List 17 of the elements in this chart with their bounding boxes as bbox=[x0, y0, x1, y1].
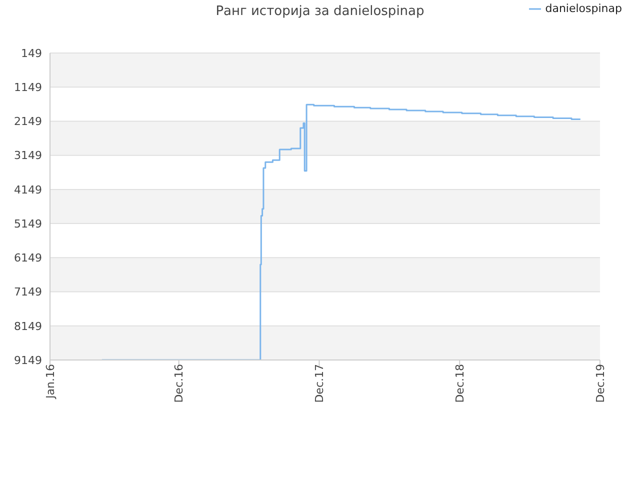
y-tick-label: 8149 bbox=[14, 320, 42, 333]
y-tick-label: 6149 bbox=[14, 252, 42, 265]
x-tick-label: Dec.16 bbox=[172, 364, 186, 403]
chart-title: Ранг историја за danielospinap bbox=[216, 4, 424, 19]
y-tick-label: 3149 bbox=[14, 149, 42, 162]
y-tick-label: 4149 bbox=[14, 183, 42, 196]
x-tick-label: Dec.18 bbox=[453, 364, 466, 403]
y-tick-label: 1149 bbox=[14, 81, 42, 94]
y-tick-label: 5149 bbox=[14, 217, 42, 230]
y-tick-label: 7149 bbox=[14, 286, 42, 299]
x-tick-label: Dec.17 bbox=[313, 364, 326, 403]
y-tick-label: 149 bbox=[21, 46, 42, 60]
x-tick-label: Jan.16 bbox=[44, 364, 57, 400]
y-tick-label: 9149 bbox=[14, 354, 42, 367]
legend-label: danielospinap bbox=[545, 2, 622, 15]
y-tick-label: 2149 bbox=[14, 115, 42, 128]
x-tick-label: Dec.19 bbox=[594, 364, 607, 403]
